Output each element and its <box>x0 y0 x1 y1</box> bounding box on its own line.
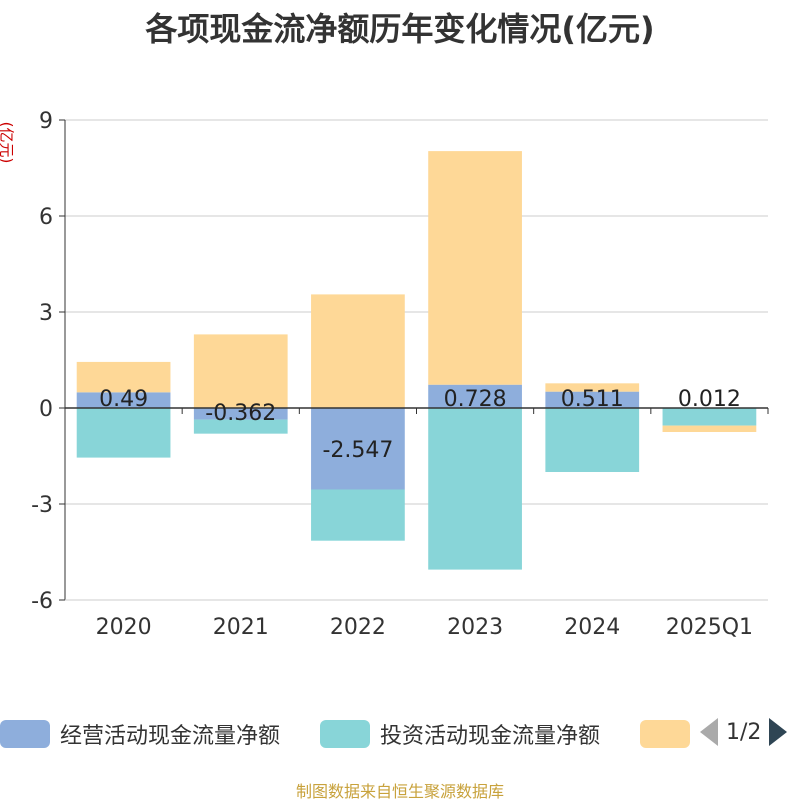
bar-financing-2021 <box>194 334 288 408</box>
y-tick-label: -3 <box>31 493 53 518</box>
y-tick-label: 3 <box>39 301 53 326</box>
legend-item-investing[interactable]: 投资活动现金流量净额 <box>320 716 600 752</box>
data-label-operating-2023: 0.728 <box>444 387 507 412</box>
legend-item-operating[interactable]: 经营活动现金流量净额 <box>0 716 280 752</box>
data-label-operating-2020: 0.49 <box>99 387 148 412</box>
data-label-operating-2024: 0.511 <box>561 387 624 412</box>
bar-financing-2022 <box>311 294 405 408</box>
bar-investing-2024 <box>545 408 639 472</box>
legend-next-icon[interactable] <box>769 718 787 746</box>
x-tick-label: 2025Q1 <box>666 615 753 640</box>
legend-label-investing: 投资活动现金流量净额 <box>380 718 600 750</box>
chart-area: 9 6 3 0 -3 -6 2020 2021 2022 2023 2024 2025Q1 0.49 -0… <box>0 0 800 700</box>
x-tick-label: 2023 <box>447 615 503 640</box>
y-tick-label: -6 <box>31 589 53 614</box>
legend-page-indicator: 1/2 <box>726 720 761 745</box>
x-tick-label: 2022 <box>330 615 386 640</box>
data-label-operating-2022: -2.547 <box>322 438 393 463</box>
legend-item-financing[interactable] <box>640 716 700 752</box>
y-tick-label: 9 <box>39 109 53 134</box>
y-tick-label: 0 <box>39 397 53 422</box>
legend-swatch-investing <box>320 720 370 748</box>
legend-prev-icon[interactable] <box>700 718 718 746</box>
x-tick-label: 2021 <box>213 615 269 640</box>
data-source-note: 制图数据来自恒生聚源数据库 <box>0 778 800 802</box>
legend-pager: 1/2 <box>700 718 787 746</box>
legend: 经营活动现金流量净额 投资活动现金流量净额 <box>0 716 800 752</box>
x-tick-label: 2024 <box>564 615 620 640</box>
data-label-operating-2021: -0.362 <box>205 401 276 426</box>
legend-label-operating: 经营活动现金流量净额 <box>60 718 280 750</box>
x-tick-label: 2020 <box>96 615 152 640</box>
legend-swatch-operating <box>0 720 50 748</box>
legend-swatch-financing <box>640 720 690 748</box>
bar-financing-2023 <box>428 151 522 385</box>
bar-financing-2025Q1 <box>663 426 757 432</box>
data-label-operating-2025Q1: 0.012 <box>678 387 741 412</box>
bar-investing-2022 <box>311 490 405 541</box>
bar-investing-2023 <box>428 408 522 570</box>
bar-investing-2020 <box>77 408 171 458</box>
y-tick-label: 6 <box>39 205 53 230</box>
